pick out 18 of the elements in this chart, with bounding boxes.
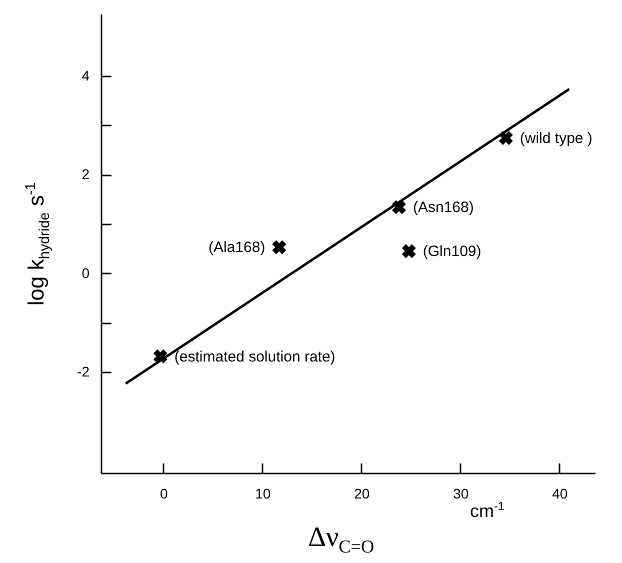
y-tick-label: 2 <box>82 166 90 182</box>
x-tick-label: 10 <box>255 486 271 502</box>
y-tick-label: 0 <box>82 264 90 281</box>
x-tick-label: 40 <box>552 486 568 502</box>
x-axis-title: Δν$_{C=O}$ <box>308 522 374 558</box>
y-tick-label: -2 <box>77 364 90 380</box>
annotation: (Ala168) <box>208 239 266 256</box>
x-tick-label: 0 <box>160 486 168 502</box>
x-tick-label: 30 <box>453 486 469 502</box>
annotation: (Asn168) <box>412 199 474 216</box>
annotation: (wild type ) <box>520 130 592 148</box>
x-tick-label: 20 <box>354 486 370 502</box>
y-tick-label: 4 <box>82 67 90 84</box>
point <box>402 244 416 258</box>
point <box>272 240 286 254</box>
annotation: (Gln109) <box>422 243 482 260</box>
text: cm$^{-1}$ <box>470 500 504 522</box>
annotation: (estimated solution rate) <box>174 348 336 366</box>
